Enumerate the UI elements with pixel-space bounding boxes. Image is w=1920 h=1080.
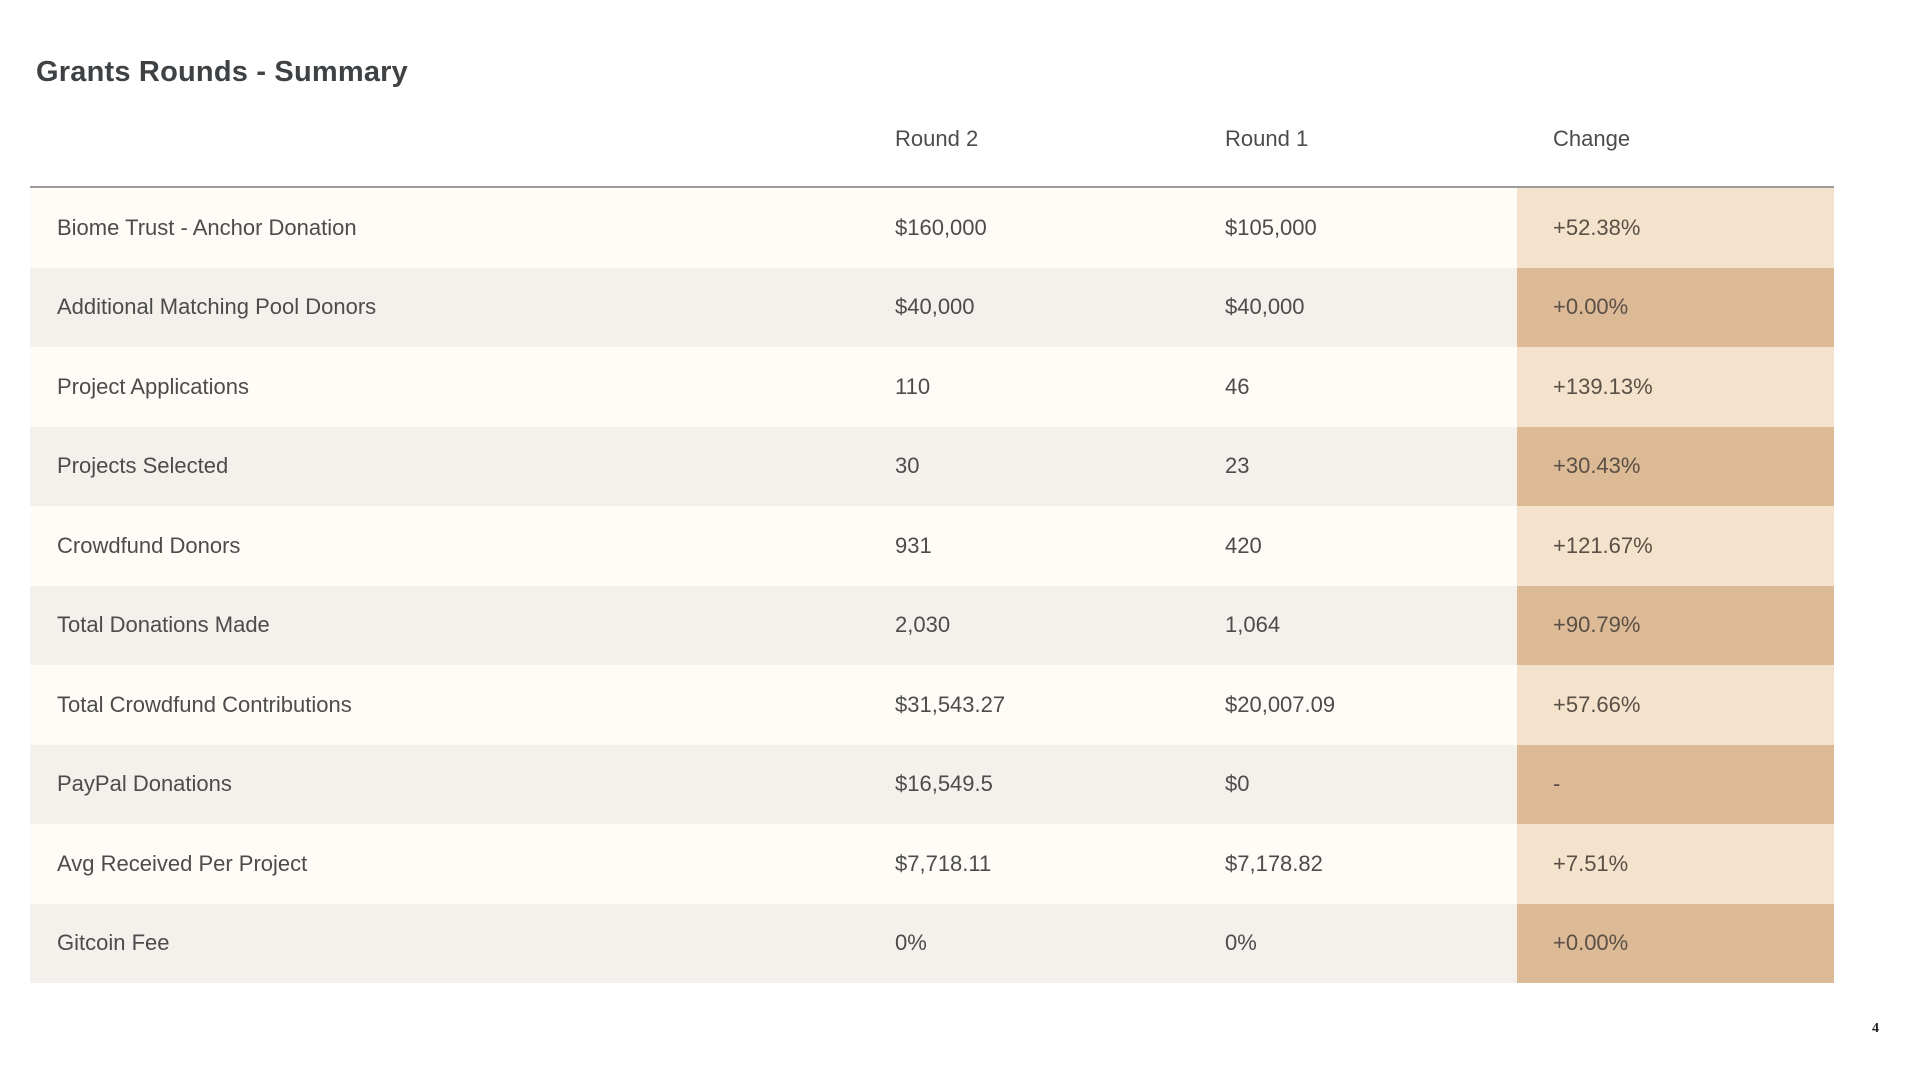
metric-label: Biome Trust - Anchor Donation (57, 214, 357, 240)
round2-value: 30 (895, 453, 920, 479)
change-value: +0.00% (1517, 903, 1834, 983)
round1-value: $0 (1225, 771, 1250, 797)
metric-label: Project Applications (57, 373, 249, 399)
round1-value: $20,007.09 (1225, 691, 1336, 717)
column-header-round1: Round 1 (1225, 126, 1309, 151)
change-value: +52.38% (1517, 188, 1834, 268)
round2-value: 931 (895, 532, 932, 558)
round1-value: $7,178.82 (1225, 850, 1323, 876)
table-row: Crowdfund Donors 931 420 +121.67% (30, 506, 1834, 586)
round2-value: $160,000 (895, 214, 987, 240)
round1-value: 23 (1225, 453, 1250, 479)
metric-label: Avg Received Per Project (57, 850, 308, 876)
round1-value: 46 (1225, 373, 1250, 399)
table-row: Avg Received Per Project $7,718.11 $7,178.… (30, 824, 1834, 904)
change-value: +139.13% (1517, 347, 1834, 427)
metric-label: Projects Selected (57, 453, 229, 479)
round1-value: $105,000 (1225, 214, 1317, 240)
change-value: - (1517, 744, 1834, 824)
table-row: Projects Selected 30 23 +30.43% (30, 426, 1834, 506)
change-value: +0.00% (1517, 267, 1834, 347)
round2-value: $7,718.11 (895, 850, 992, 876)
round2-value: $31,543.27 (895, 691, 1006, 717)
change-value: +90.79% (1517, 585, 1834, 665)
round2-value: 110 (895, 373, 931, 399)
change-value: +57.66% (1517, 665, 1834, 745)
table-row: PayPal Donations $16,549.5 $0 - (30, 744, 1834, 824)
metric-label: Additional Matching Pool Donors (57, 294, 377, 320)
summary-table: Biome Trust - Anchor Donation $160,000 $10… (30, 186, 1834, 983)
metric-label: Total Crowdfund Contributions (57, 691, 352, 717)
table-row: Additional Matching Pool Donors $40,000 $4… (30, 267, 1834, 347)
table-header-row: Round 2 Round 1 Change (30, 117, 1834, 161)
round2-value: $40,000 (895, 294, 975, 320)
round2-value: 0% (895, 930, 927, 956)
round1-value: 1,064 (1225, 612, 1281, 638)
metric-label: Total Donations Made (57, 612, 270, 638)
round2-value: $16,549.5 (895, 771, 993, 797)
change-value: +7.51% (1517, 824, 1834, 904)
table-row: Total Crowdfund Contributions $31,543.27 $… (30, 665, 1834, 745)
table-row: Total Donations Made 2,030 1,064 +90.79% (30, 585, 1834, 665)
round1-value: 420 (1225, 532, 1262, 558)
table-row: Gitcoin Fee 0% 0% +0.00% (30, 903, 1834, 983)
column-header-change: Change (1553, 126, 1631, 151)
metric-label: Gitcoin Fee (57, 930, 170, 956)
round2-value: 2,030 (895, 612, 951, 638)
column-header-round2: Round 2 (895, 126, 979, 151)
table-row: Biome Trust - Anchor Donation $160,000 $10… (30, 188, 1834, 268)
round1-value: 0% (1225, 930, 1257, 956)
table-row: Project Applications 110 46 +139.13% (30, 347, 1834, 427)
page-number: 4 (1872, 1021, 1879, 1036)
change-value: +121.67% (1517, 506, 1834, 586)
page-title: Grants Rounds - Summary (36, 56, 408, 88)
metric-label: Crowdfund Donors (57, 532, 241, 558)
round1-value: $40,000 (1225, 294, 1305, 320)
change-value: +30.43% (1517, 426, 1834, 506)
metric-label: PayPal Donations (57, 771, 232, 797)
